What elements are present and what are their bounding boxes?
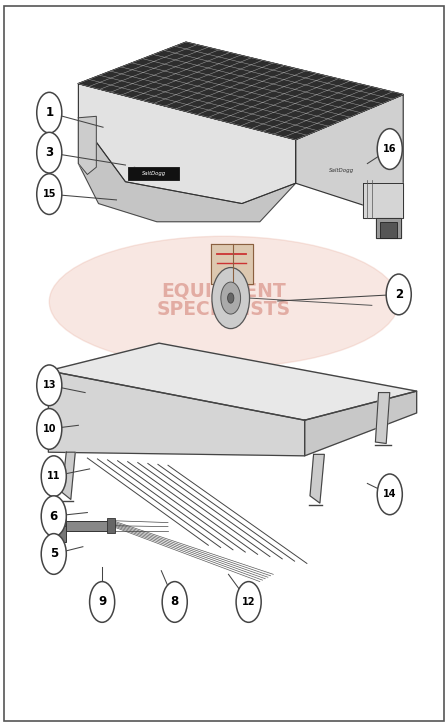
Circle shape — [386, 274, 411, 315]
Polygon shape — [78, 118, 296, 222]
Text: 12: 12 — [242, 597, 255, 607]
Text: SaltDogg: SaltDogg — [142, 172, 166, 176]
Text: 2: 2 — [395, 288, 403, 301]
Polygon shape — [375, 393, 390, 443]
Circle shape — [41, 456, 66, 497]
Circle shape — [228, 293, 234, 303]
Circle shape — [377, 474, 402, 515]
Text: 10: 10 — [43, 424, 56, 434]
Circle shape — [41, 534, 66, 574]
FancyBboxPatch shape — [107, 518, 115, 533]
Text: SaltDogg: SaltDogg — [329, 169, 354, 173]
FancyBboxPatch shape — [380, 222, 397, 238]
Circle shape — [162, 582, 187, 622]
Polygon shape — [78, 116, 96, 174]
Text: EQUIPMENT: EQUIPMENT — [162, 281, 286, 300]
Text: 1: 1 — [45, 106, 53, 119]
Polygon shape — [296, 95, 403, 205]
Text: 16: 16 — [383, 144, 396, 154]
Polygon shape — [211, 244, 253, 284]
Circle shape — [236, 582, 261, 622]
Text: 13: 13 — [43, 380, 56, 390]
Text: 3: 3 — [45, 146, 53, 159]
FancyBboxPatch shape — [128, 167, 179, 180]
Circle shape — [37, 174, 62, 214]
Ellipse shape — [49, 236, 399, 367]
Circle shape — [37, 409, 62, 449]
FancyBboxPatch shape — [52, 513, 66, 526]
Text: 11: 11 — [47, 471, 60, 481]
Circle shape — [37, 365, 62, 406]
Text: 15: 15 — [43, 189, 56, 199]
Polygon shape — [376, 218, 401, 238]
Polygon shape — [48, 371, 305, 456]
Text: SPECIALISTS: SPECIALISTS — [157, 300, 291, 319]
Polygon shape — [48, 343, 417, 420]
Text: 14: 14 — [383, 489, 396, 499]
Polygon shape — [363, 183, 403, 218]
Polygon shape — [310, 454, 324, 503]
Circle shape — [90, 582, 115, 622]
Polygon shape — [78, 84, 296, 204]
Polygon shape — [305, 391, 417, 456]
Polygon shape — [62, 452, 75, 499]
FancyBboxPatch shape — [52, 521, 66, 542]
Polygon shape — [78, 42, 403, 140]
Circle shape — [377, 129, 402, 169]
Circle shape — [41, 496, 66, 537]
Text: 8: 8 — [171, 595, 179, 608]
FancyBboxPatch shape — [65, 521, 108, 531]
Circle shape — [221, 282, 241, 314]
Text: 6: 6 — [50, 510, 58, 523]
Circle shape — [37, 92, 62, 133]
Text: 9: 9 — [98, 595, 106, 608]
Circle shape — [212, 268, 250, 329]
Text: 5: 5 — [50, 547, 58, 561]
Circle shape — [37, 132, 62, 173]
